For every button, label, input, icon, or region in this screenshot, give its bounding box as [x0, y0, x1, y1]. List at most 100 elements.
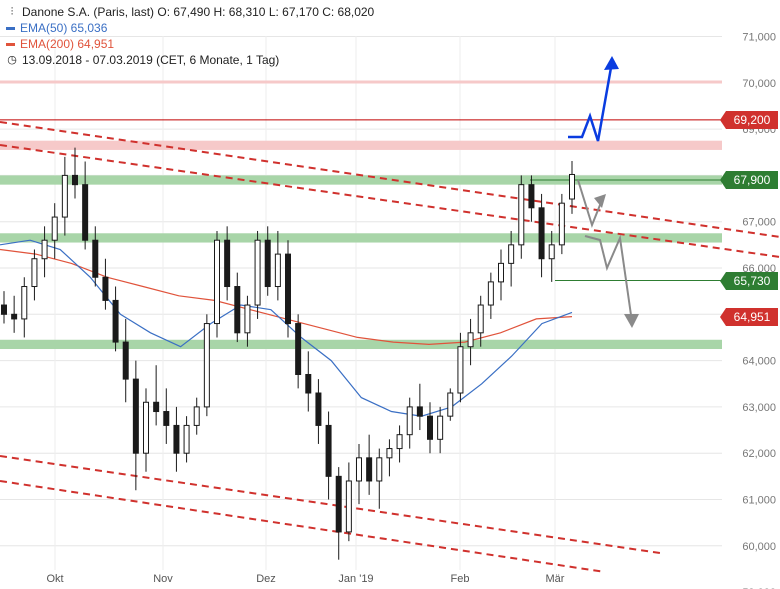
zone-band [0, 339, 722, 350]
legend-title: Danone S.A. (Paris, last) [22, 5, 155, 19]
candlesticks [1, 147, 575, 560]
candle [487, 272, 494, 319]
candle [254, 230, 261, 319]
legend-ema200-row: EMA(200) 64,951 [6, 36, 374, 52]
candle-body [173, 424, 180, 454]
candle [325, 411, 332, 500]
price-tag: 64,951 [720, 307, 778, 326]
candle-body [498, 262, 504, 283]
candle-body [244, 304, 251, 334]
zone-band [0, 175, 722, 185]
projection-up-arrowhead [604, 56, 619, 70]
candle [244, 295, 251, 347]
y-tick-label: 61,000 [742, 495, 776, 507]
candlestick-icon: ⫶ [10, 6, 14, 18]
candle-body [41, 239, 48, 260]
price-tag: 69,200 [720, 110, 778, 129]
legend-period: 13.09.2018 - 07.03.2019 (CET, 6 Monate, … [22, 53, 280, 67]
grid [0, 36, 722, 570]
candle [508, 230, 515, 287]
candle [183, 416, 190, 463]
candle [193, 397, 200, 435]
candle-body [132, 378, 139, 454]
candle [92, 226, 99, 287]
y-tick-label: 64,000 [742, 356, 776, 368]
candle [427, 402, 433, 454]
candle-body [183, 424, 190, 454]
candle [274, 230, 281, 301]
candle-body [427, 415, 433, 440]
projection-arrows [568, 56, 639, 328]
price-tag: 67,900 [720, 171, 778, 190]
candle [569, 161, 575, 214]
candle [396, 425, 403, 463]
candle [143, 388, 149, 472]
candle [345, 462, 352, 542]
candle-body [92, 239, 99, 278]
y-tick-label: 59,000 [742, 587, 776, 589]
candle [41, 226, 48, 278]
candle-body [366, 457, 373, 482]
candle [122, 318, 129, 403]
candle [305, 351, 312, 412]
projection-up-path [568, 61, 614, 142]
candle [416, 383, 423, 431]
candle-body [406, 406, 413, 436]
y-tick-label: 67,000 [742, 217, 776, 229]
channel-line [0, 480, 606, 573]
x-tick-label: Jan '19 [338, 573, 373, 585]
y-tick-label: 62,000 [742, 448, 776, 460]
candle-body [163, 411, 170, 426]
y-tick-label: 60,000 [742, 541, 776, 553]
candle [447, 388, 454, 421]
projection-gray-2-head [624, 314, 639, 328]
projection-gray-2 [584, 234, 633, 323]
candle [376, 448, 383, 509]
candle [163, 388, 170, 444]
projection-gray-1-head [594, 194, 606, 208]
candle [498, 249, 504, 301]
x-tick-label: Okt [46, 573, 63, 585]
candle-body [31, 258, 38, 288]
candle [82, 161, 89, 250]
candle [31, 249, 38, 301]
candle [518, 175, 525, 259]
candle [72, 147, 78, 199]
ema50-swatch [6, 26, 15, 30]
candle [558, 193, 565, 255]
candle [214, 230, 220, 338]
candle [285, 240, 291, 338]
legend-ohlc-row: ⫶ Danone S.A. (Paris, last) O: 67,490 H:… [6, 4, 375, 20]
candle-body [538, 207, 545, 260]
legend-period-row: ◷ 13.09.2018 - 07.03.2019 (CET, 6 Monate… [6, 52, 374, 68]
price-tag: 65,730 [720, 271, 778, 290]
candle-body [477, 304, 484, 334]
candle-body [487, 281, 494, 306]
x-tick-label: Nov [153, 573, 173, 585]
candle-body [386, 448, 393, 459]
projection-gray-1 [577, 179, 603, 228]
candle [21, 277, 28, 338]
candle [406, 397, 413, 449]
candle-body [51, 216, 58, 241]
candle [477, 295, 484, 347]
candle-body [153, 401, 160, 413]
candle-body [143, 401, 149, 454]
x-tick-label: Feb [451, 573, 470, 585]
candle [548, 230, 555, 282]
candle [1, 291, 7, 324]
candle-body [102, 276, 109, 301]
candle-body [264, 239, 271, 288]
candle-body [416, 406, 423, 417]
zone-band [0, 80, 722, 84]
candle-body [11, 313, 18, 320]
legend-ema50-row: EMA(50) 65,036 [6, 20, 374, 36]
candle-body [224, 239, 231, 288]
candle-body [254, 239, 261, 306]
candle-body [1, 304, 7, 315]
y-tick-label: 71,000 [742, 32, 776, 44]
candle-body [376, 457, 383, 482]
candle-body [548, 244, 555, 260]
candle [335, 467, 342, 560]
x-axis: Okt Nov Dez Jan '19 Feb Mär [46, 573, 564, 585]
